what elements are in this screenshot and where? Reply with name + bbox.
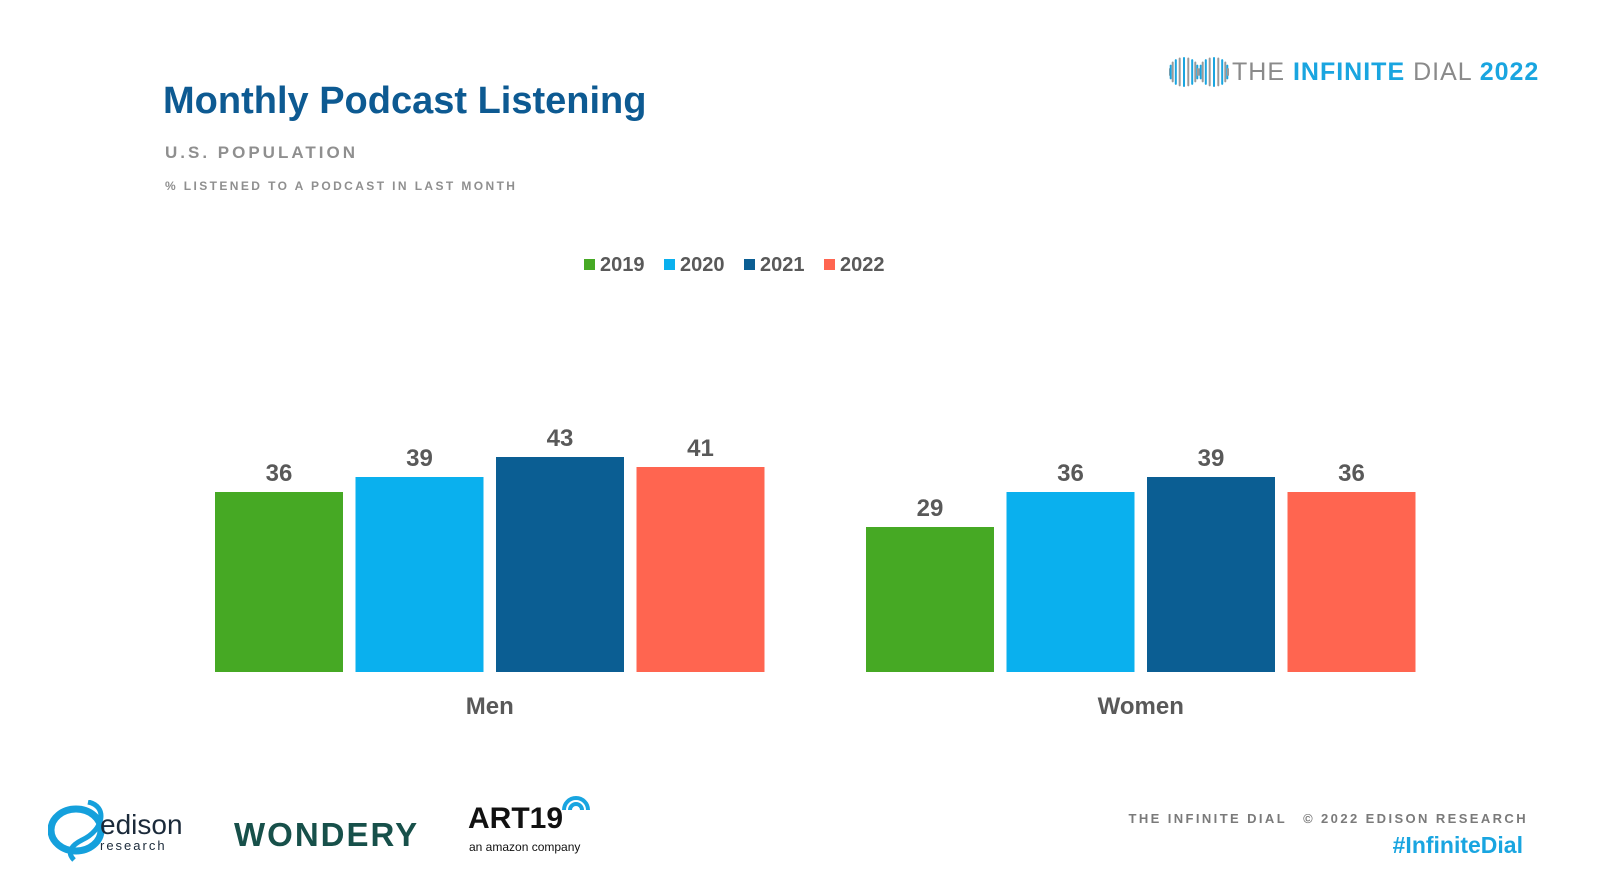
dial-tick [1187, 57, 1190, 87]
legend-swatch-2022 [824, 259, 835, 270]
dial-tick [1224, 61, 1227, 83]
legend-label-2022: 2022 [840, 254, 885, 276]
bar-women-2020 [1006, 492, 1135, 672]
data-label: 36 [266, 460, 293, 487]
bar-men-2020 [355, 477, 484, 672]
chart-note: % LISTENED TO A PODCAST IN LAST MONTH [165, 179, 518, 193]
brand-word-infinite: INFINITE [1292, 57, 1406, 86]
dial-tick [1227, 68, 1229, 76]
legend-swatch-2019 [584, 259, 595, 270]
footer-credit-left: THE INFINITE DIAL [1128, 811, 1288, 826]
page-title: Monthly Podcast Listening [163, 80, 647, 122]
data-label: 39 [1198, 445, 1225, 472]
legend-label-2021: 2021 [760, 254, 805, 276]
legend-swatch-2020 [664, 259, 675, 270]
wondery-logo: WONDERY [234, 816, 420, 853]
dial-tick [1217, 57, 1220, 87]
legend-swatch-2021 [744, 259, 755, 270]
bar-men-2021 [496, 457, 624, 672]
brand-word-year: 2022 [1479, 57, 1540, 86]
edison-logo-swoosh [67, 800, 104, 862]
footer-credit-right: © 2022 EDISON RESEARCH [1303, 811, 1528, 826]
bar-women-2021 [1147, 477, 1275, 672]
dial-tick [1183, 57, 1185, 87]
bar-women-2019 [866, 527, 994, 672]
dial-tick [1169, 64, 1172, 80]
data-label: 29 [917, 495, 944, 522]
footer-hashtag: #InfiniteDial [1392, 832, 1523, 858]
edison-logo-sub: research [100, 838, 167, 853]
legend-label-2019: 2019 [600, 254, 645, 276]
dial-tick [1174, 59, 1177, 85]
dial-tick [1197, 68, 1199, 76]
data-label: 41 [687, 435, 714, 462]
dial-ticks [1169, 57, 1229, 87]
bar-men-2022 [636, 467, 765, 672]
bar-women-2022 [1287, 492, 1416, 672]
dial-tick [1221, 59, 1224, 85]
edison-research-logo: edison research [48, 800, 183, 862]
data-label: 36 [1338, 460, 1365, 487]
infinity-dial-icon [1169, 57, 1229, 87]
category-label-women: Women [1098, 693, 1184, 720]
edison-logo-word: edison [100, 809, 183, 840]
dial-tick [1191, 59, 1194, 85]
art19-logo-tagline: an amazon company [469, 840, 581, 854]
dial-tick [1208, 57, 1211, 87]
category-label-men: Men [466, 693, 514, 720]
art19-logo: ART19 an amazon company [468, 796, 598, 860]
data-label: 43 [547, 425, 574, 452]
bar-men-2019 [215, 492, 343, 672]
dial-tick [1213, 57, 1215, 87]
data-label: 39 [406, 445, 433, 472]
legend-label-2020: 2020 [680, 254, 725, 276]
dial-tick [1178, 57, 1181, 87]
brand-word-dial: DIAL [1413, 57, 1472, 86]
brand-word-the: THE [1232, 57, 1285, 86]
footer-credit: THE INFINITE DIAL © 2022 EDISON RESEARCH [1129, 811, 1528, 826]
infinite-dial-brand: THE INFINITE DIAL 2022 [1168, 52, 1539, 92]
art19-logo-word: ART19 [468, 802, 564, 835]
edison-logo-ring [48, 805, 105, 855]
dial-tick [1204, 59, 1207, 85]
dial-tick [1171, 61, 1174, 83]
chart-bars [215, 457, 1416, 672]
chart-labels: 36 39 43 41 Men 29 36 39 36 Women [266, 425, 1365, 720]
dial-tick [1201, 61, 1204, 83]
page-subtitle: U.S. POPULATION [165, 143, 358, 162]
dial-tick [1194, 61, 1197, 83]
dial-tick [1199, 64, 1202, 80]
art19-signal-icon [562, 796, 590, 811]
data-label: 36 [1057, 460, 1084, 487]
brand-wordmark: THE INFINITE DIAL 2022 [1232, 58, 1539, 87]
chart-legend: 2019 2020 2021 2022 [584, 254, 885, 276]
